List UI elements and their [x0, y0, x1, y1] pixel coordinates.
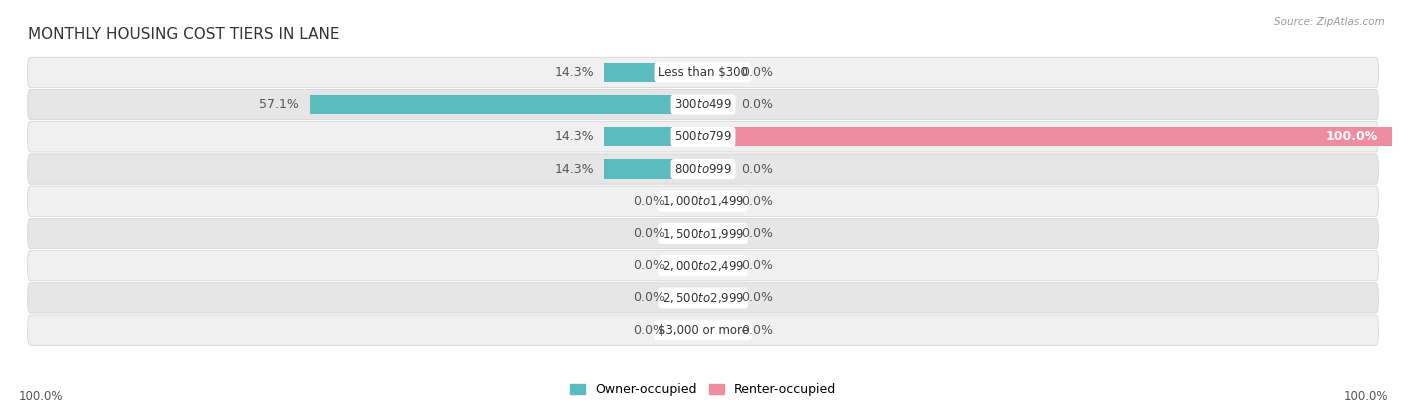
- Text: $2,000 to $2,499: $2,000 to $2,499: [662, 259, 744, 273]
- Bar: [605, 159, 703, 179]
- FancyBboxPatch shape: [28, 315, 1378, 345]
- Text: 57.1%: 57.1%: [259, 98, 299, 111]
- Bar: [703, 159, 731, 179]
- Text: $2,500 to $2,999: $2,500 to $2,999: [662, 291, 744, 305]
- FancyBboxPatch shape: [28, 154, 1378, 184]
- Text: $3,000 or more: $3,000 or more: [658, 324, 748, 337]
- Bar: [703, 95, 731, 114]
- Text: $300 to $499: $300 to $499: [673, 98, 733, 111]
- Bar: [605, 63, 703, 82]
- Bar: [309, 95, 703, 114]
- Text: 0.0%: 0.0%: [633, 324, 665, 337]
- Bar: [675, 288, 703, 308]
- Bar: [703, 320, 731, 340]
- FancyBboxPatch shape: [28, 57, 1378, 88]
- Text: $1,500 to $1,999: $1,500 to $1,999: [662, 227, 744, 241]
- Text: 0.0%: 0.0%: [633, 259, 665, 272]
- Text: MONTHLY HOUSING COST TIERS IN LANE: MONTHLY HOUSING COST TIERS IN LANE: [28, 27, 339, 42]
- Text: 14.3%: 14.3%: [554, 163, 595, 176]
- Text: 100.0%: 100.0%: [1326, 130, 1378, 143]
- Text: 0.0%: 0.0%: [741, 163, 773, 176]
- FancyBboxPatch shape: [28, 90, 1378, 120]
- Bar: [675, 192, 703, 211]
- Bar: [703, 256, 731, 276]
- Bar: [675, 256, 703, 276]
- Bar: [675, 320, 703, 340]
- Text: 100.0%: 100.0%: [18, 390, 63, 403]
- FancyBboxPatch shape: [28, 251, 1378, 281]
- Bar: [675, 224, 703, 243]
- Text: 0.0%: 0.0%: [741, 66, 773, 79]
- Text: $1,000 to $1,499: $1,000 to $1,499: [662, 194, 744, 208]
- Text: 0.0%: 0.0%: [741, 324, 773, 337]
- Bar: [703, 192, 731, 211]
- Legend: Owner-occupied, Renter-occupied: Owner-occupied, Renter-occupied: [565, 378, 841, 401]
- Text: 14.3%: 14.3%: [554, 66, 595, 79]
- Text: 0.0%: 0.0%: [741, 227, 773, 240]
- FancyBboxPatch shape: [28, 283, 1378, 313]
- FancyBboxPatch shape: [28, 218, 1378, 249]
- Text: $800 to $999: $800 to $999: [673, 163, 733, 176]
- Text: 0.0%: 0.0%: [741, 291, 773, 305]
- Text: 0.0%: 0.0%: [741, 98, 773, 111]
- Text: Less than $300: Less than $300: [658, 66, 748, 79]
- Text: $500 to $799: $500 to $799: [673, 130, 733, 143]
- Bar: [703, 224, 731, 243]
- Text: Source: ZipAtlas.com: Source: ZipAtlas.com: [1274, 17, 1385, 27]
- Text: 0.0%: 0.0%: [741, 259, 773, 272]
- FancyBboxPatch shape: [28, 186, 1378, 217]
- Text: 0.0%: 0.0%: [741, 195, 773, 208]
- Bar: [703, 288, 731, 308]
- Text: 0.0%: 0.0%: [633, 195, 665, 208]
- FancyBboxPatch shape: [28, 122, 1378, 152]
- Text: 14.3%: 14.3%: [554, 130, 595, 143]
- Bar: [703, 127, 1392, 146]
- Text: 0.0%: 0.0%: [633, 227, 665, 240]
- Bar: [703, 63, 731, 82]
- Bar: [605, 127, 703, 146]
- Text: 0.0%: 0.0%: [633, 291, 665, 305]
- Text: 100.0%: 100.0%: [1343, 390, 1388, 403]
